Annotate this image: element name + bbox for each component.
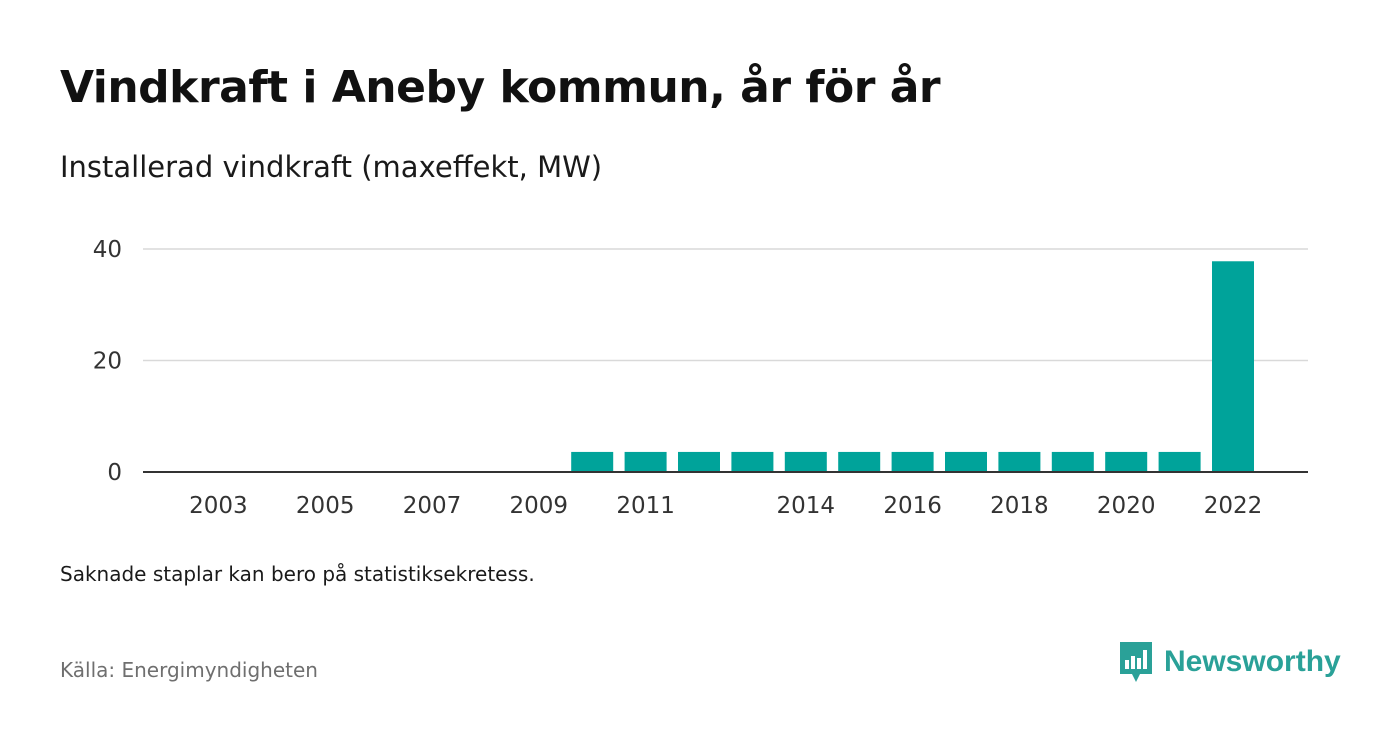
bar-2016 xyxy=(891,451,934,472)
x-tick-label: 2018 xyxy=(990,493,1049,519)
bars xyxy=(571,261,1254,472)
bar-2017 xyxy=(945,451,987,472)
bar-2015 xyxy=(838,451,881,472)
gridlines xyxy=(143,248,1308,362)
x-tick-label: 2014 xyxy=(777,493,836,519)
y-axis-ticks: 0 20 40 xyxy=(93,237,122,486)
bar-2013 xyxy=(731,451,774,472)
x-tick-label: 2011 xyxy=(616,493,675,519)
x-tick-label: 2020 xyxy=(1097,493,1156,519)
x-tick-label: 2022 xyxy=(1204,493,1263,519)
brand-logo: Newsworthy xyxy=(1118,640,1341,684)
y-tick-label: 0 xyxy=(107,460,122,486)
y-tick-label: 20 xyxy=(93,349,122,375)
x-tick-label: 2005 xyxy=(296,493,355,519)
bar-2011 xyxy=(624,451,667,472)
footnote: Saknade staplar kan bero på statistiksek… xyxy=(60,562,535,586)
bar-2021 xyxy=(1158,451,1201,472)
bar-2019 xyxy=(1051,451,1094,472)
brand-name: Newsworthy xyxy=(1164,645,1341,678)
bar-2020 xyxy=(1105,451,1148,472)
x-tick-label: 2003 xyxy=(189,493,248,519)
x-tick-label: 2007 xyxy=(403,493,462,519)
source-label: Källa: Energimyndigheten xyxy=(60,658,318,682)
bar-2014 xyxy=(784,451,827,472)
x-tick-label: 2016 xyxy=(883,493,942,519)
newsworthy-logo-icon xyxy=(1120,642,1152,682)
bar-2022 xyxy=(1212,261,1254,472)
bar-2010 xyxy=(571,451,614,472)
x-tick-label: 2009 xyxy=(510,493,569,519)
chart-subtitle: Installerad vindkraft (maxeffekt, MW) xyxy=(60,150,603,184)
bar-2012 xyxy=(678,451,720,472)
chart-title: Vindkraft i Aneby kommun, år för år xyxy=(60,62,941,113)
bar-2018 xyxy=(998,451,1041,472)
x-axis-ticks: 2003 2005 2007 2009 2011 2014 2016 2018 2020 2022 xyxy=(189,493,1262,519)
y-tick-label: 40 xyxy=(93,237,122,263)
